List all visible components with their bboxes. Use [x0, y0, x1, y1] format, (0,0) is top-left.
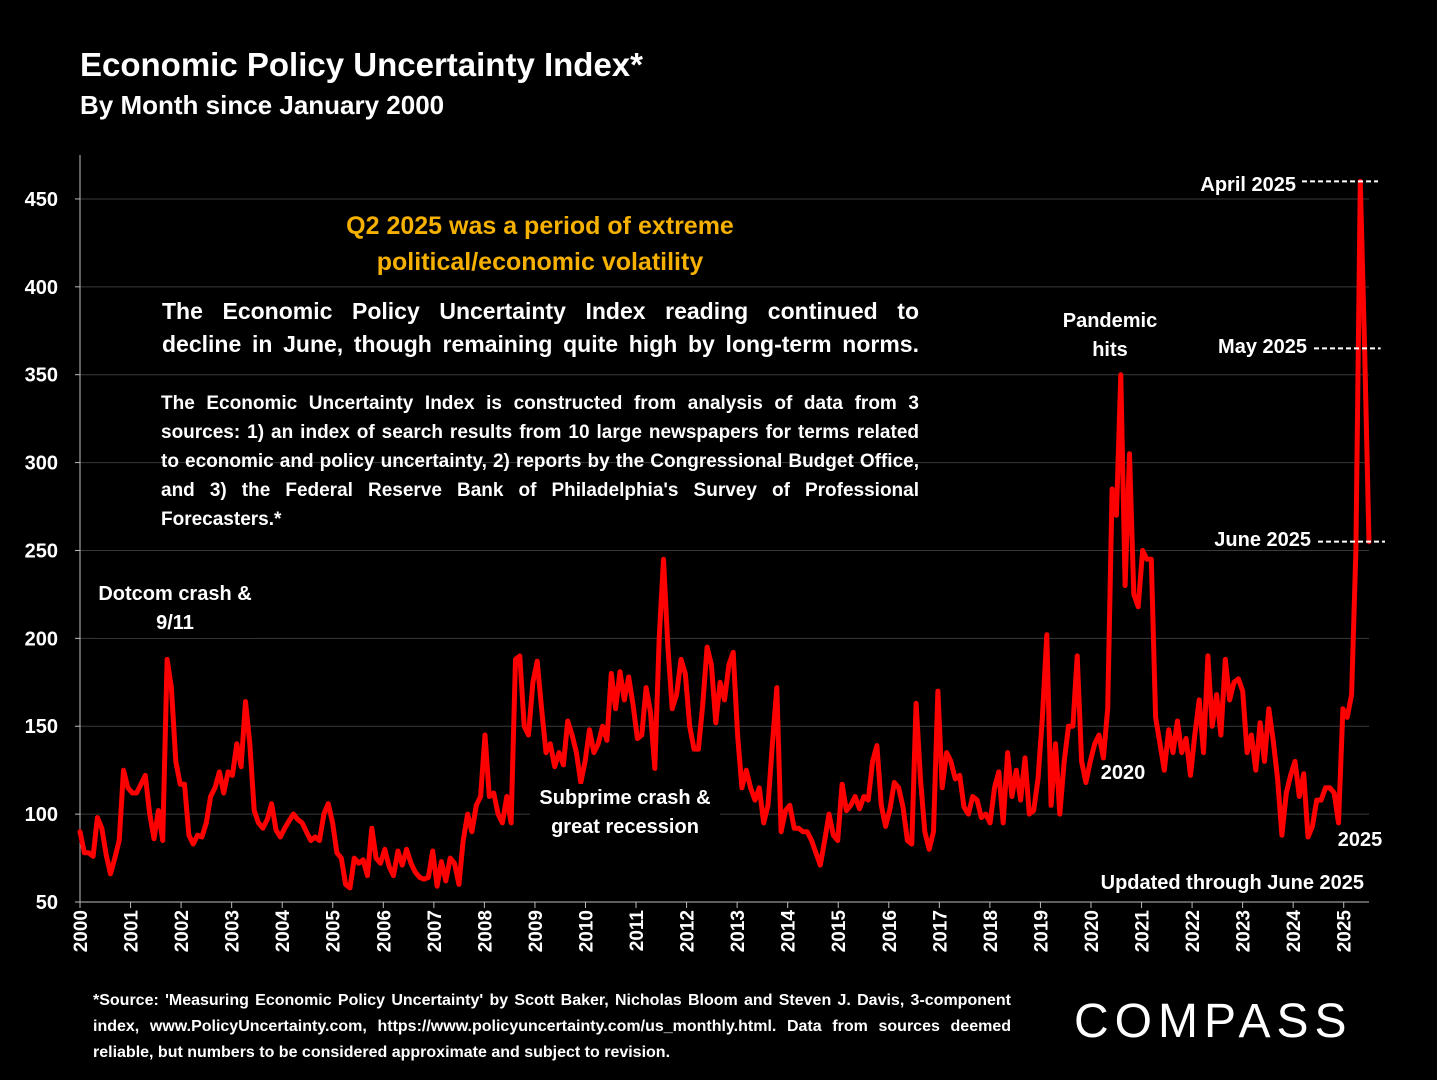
x-tick-label: 2022: [1183, 910, 1204, 952]
x-tick-label: 2018: [981, 910, 1002, 952]
x-tick-label: 2025: [1335, 910, 1356, 953]
y-tick-label: 450: [25, 189, 58, 211]
summary-text: The Economic Policy Uncertainty Index re…: [162, 295, 919, 361]
annotation-pandemic: Pandemic hits: [1062, 310, 1158, 361]
annotation-2020: 2020: [1100, 762, 1146, 784]
x-tick-label: 2000: [71, 910, 92, 952]
x-tick-label: 2005: [324, 910, 345, 953]
annotation-subprime: Subprime crash & great recession: [530, 784, 720, 842]
compass-logo: COMPASS: [1074, 995, 1353, 1048]
source-footnote: *Source: 'Measuring Economic Policy Unce…: [93, 992, 1011, 1061]
x-tick-label: 2019: [1031, 910, 1052, 952]
x-tick-label: 2010: [576, 910, 597, 952]
x-tick-label: 2001: [122, 910, 143, 953]
summary-line-2: decline in June, though remaining quite …: [162, 331, 919, 357]
x-tick-label: 2008: [475, 910, 496, 952]
x-tick-label: 2007: [425, 910, 446, 952]
annotation-2025: 2025: [1337, 829, 1383, 851]
x-tick-label: 2006: [374, 910, 395, 952]
chart-title: Economic Policy Uncertainty Index*: [80, 46, 643, 83]
y-tick-label: 200: [25, 628, 58, 650]
y-tick-label: 100: [25, 804, 58, 826]
x-tick-label: 2002: [172, 910, 193, 952]
x-tick-label: 2013: [728, 910, 749, 952]
x-tick-label: 2011: [627, 910, 648, 952]
callout-may-2025: May 2025: [1218, 336, 1307, 358]
x-tick-label: 2020: [1082, 910, 1103, 952]
x-tick-label: 2024: [1284, 910, 1305, 953]
y-tick-label: 250: [25, 540, 58, 562]
description-text: The Economic Uncertainty Index is constr…: [161, 393, 919, 530]
y-tick-label: 50: [36, 892, 58, 914]
annotation-dotcom: Dotcom crash & 9/11: [95, 580, 255, 638]
x-tick-label: 2021: [1133, 910, 1154, 953]
x-tick-label: 2004: [273, 910, 294, 953]
series-line-epu-index: [77, 178, 1372, 891]
x-tick-label: 2009: [526, 910, 547, 952]
summary-line-1: The Economic Policy Uncertainty Index re…: [162, 298, 919, 324]
headline-text: Q2 2025 was a period of extreme politica…: [346, 212, 734, 276]
x-tick-label: 2016: [880, 910, 901, 952]
chart-subtitle: By Month since January 2000: [80, 90, 445, 120]
y-tick-label: 150: [25, 716, 58, 738]
x-tick-label: 2014: [779, 910, 800, 953]
x-tick-label: 2015: [829, 910, 850, 953]
x-tick-label: 2017: [930, 910, 951, 952]
annotation-updated: Updated through June 2025: [1100, 872, 1364, 894]
x-tick-label: 2003: [223, 910, 244, 952]
callout-april-2025: April 2025: [1200, 174, 1296, 196]
y-tick-label: 350: [25, 365, 58, 387]
callout-june-2025: June 2025: [1214, 529, 1311, 551]
x-tick-label: 2023: [1234, 910, 1255, 952]
x-tick-label: 2012: [678, 910, 699, 952]
y-tick-label: 300: [25, 453, 58, 475]
y-tick-label: 400: [25, 277, 58, 299]
